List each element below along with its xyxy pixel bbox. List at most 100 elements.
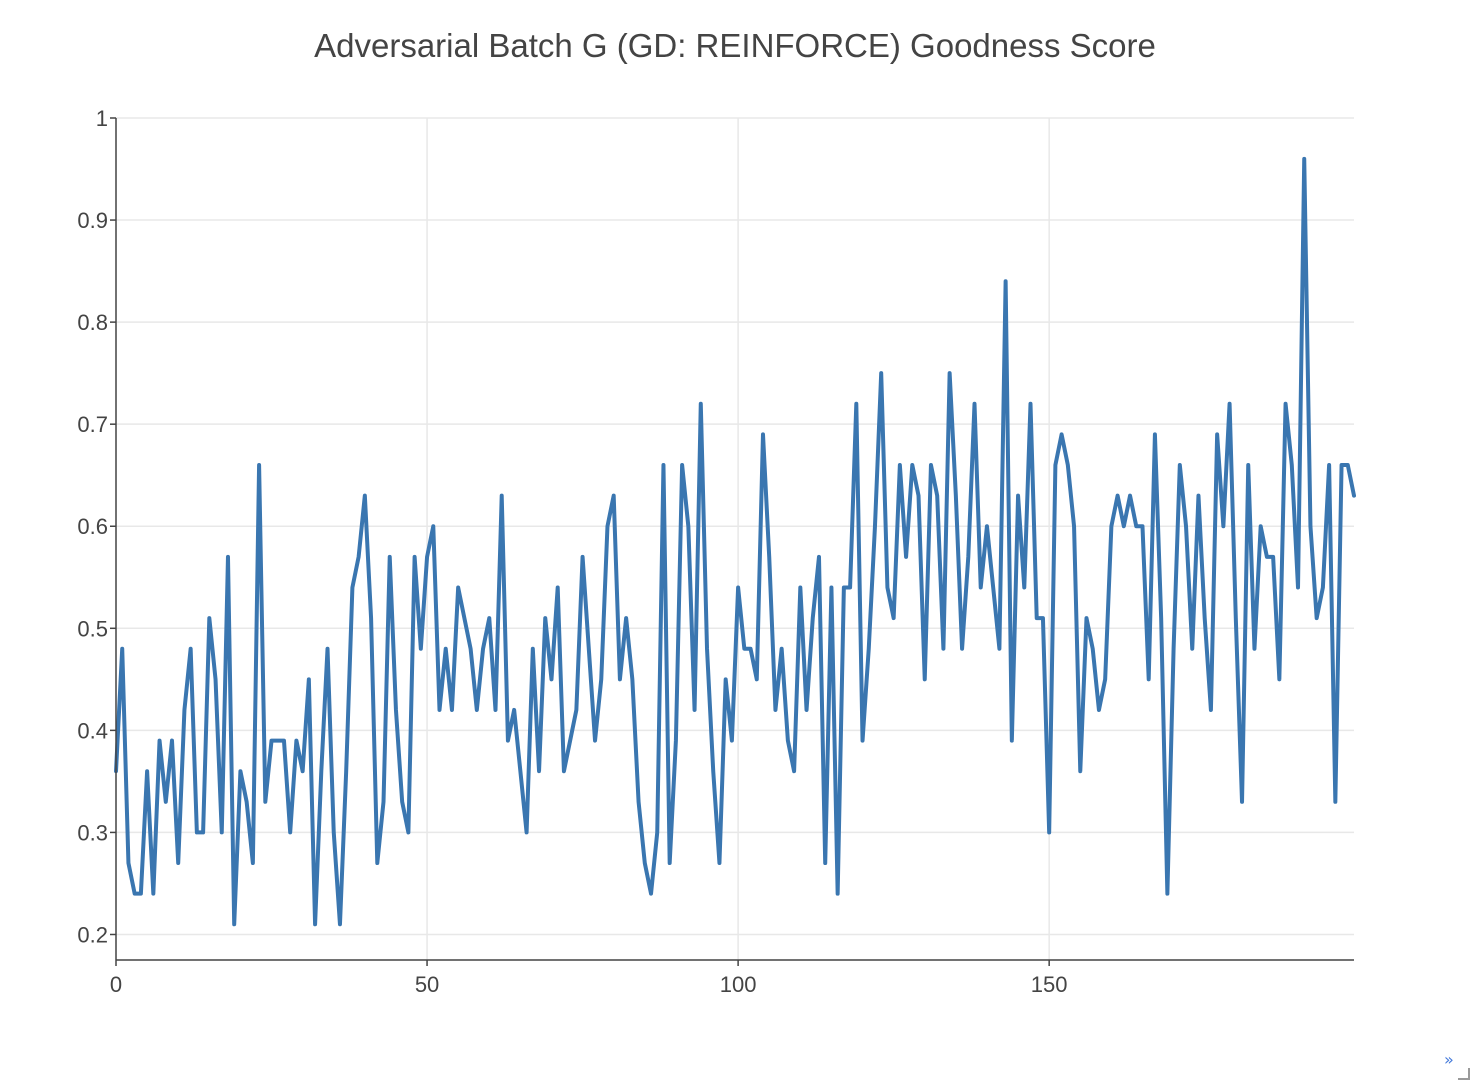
data-point [1284,402,1288,406]
data-point [848,585,852,589]
data-point [574,708,578,712]
data-point [1097,708,1101,712]
data-point [711,769,715,773]
data-point [637,800,641,804]
data-point [1066,463,1070,467]
data-point [960,647,964,651]
data-point [139,892,143,896]
y-tick-label: 0.9 [77,208,108,233]
data-point [500,494,504,498]
y-tick-label: 0.6 [77,514,108,539]
data-point [879,371,883,375]
data-point [425,555,429,559]
data-point [1072,524,1076,528]
data-point [1178,463,1182,467]
data-point [668,861,672,865]
data-point [910,463,914,467]
data-point [1327,463,1331,467]
data-point [1091,647,1095,651]
data-point [805,708,809,712]
data-point [1190,647,1194,651]
data-point [338,922,342,926]
data-point [773,708,777,712]
data-point [1103,677,1107,681]
data-point [749,647,753,651]
data-point [1352,494,1356,498]
data-point [151,892,155,896]
data-point [898,463,902,467]
data-point [344,769,348,773]
expand-link-icon[interactable]: » [1444,1050,1454,1069]
data-point [1159,616,1163,620]
data-point [1134,524,1138,528]
data-point [1277,677,1281,681]
data-point [382,800,386,804]
data-point [605,524,609,528]
data-point [226,555,230,559]
data-point [251,861,255,865]
data-point [1147,677,1151,681]
data-point [1308,524,1312,528]
data-point [1172,647,1176,651]
x-tick-label: 0 [110,972,122,997]
data-point [1252,647,1256,651]
data-point [730,739,734,743]
data-point [780,647,784,651]
data-point [649,892,653,896]
y-tick-label: 1 [96,106,108,131]
data-point [798,585,802,589]
data-point [133,892,137,896]
data-point [973,402,977,406]
data-point [400,800,404,804]
data-point [531,647,535,651]
data-point [991,585,995,589]
data-point [655,830,659,834]
data-point [581,555,585,559]
data-point [997,647,1001,651]
data-point [1271,555,1275,559]
data-point [319,769,323,773]
data-point [867,647,871,651]
data-point [487,616,491,620]
data-point [438,708,442,712]
data-point [307,677,311,681]
data-point [282,739,286,743]
data-point [406,830,410,834]
data-point [587,647,591,651]
y-tick-label: 0.8 [77,310,108,335]
data-point [755,677,759,681]
y-tick-label: 0.5 [77,616,108,641]
data-point [413,555,417,559]
data-point [1215,432,1219,436]
data-point [1010,739,1014,743]
x-tick-label: 50 [415,972,439,997]
data-point [1234,616,1238,620]
data-point [301,769,305,773]
data-point [195,830,199,834]
data-point [1165,892,1169,896]
data-point [693,708,697,712]
data-point [1184,524,1188,528]
data-point [375,861,379,865]
data-point [182,708,186,712]
data-point [562,769,566,773]
data-point [1041,616,1045,620]
data-point [643,861,647,865]
data-point [164,800,168,804]
data-point [469,647,473,651]
data-point [1209,708,1213,712]
data-point [954,494,958,498]
data-point [394,708,398,712]
data-point [618,677,622,681]
resize-grip-icon[interactable] [1458,1068,1470,1080]
data-point [189,647,193,651]
data-point [717,861,721,865]
data-point [568,739,572,743]
data-point [506,739,510,743]
data-point [170,739,174,743]
data-point [1122,524,1126,528]
data-point [176,861,180,865]
data-point [1240,800,1244,804]
data-point [120,647,124,651]
data-point [1246,463,1250,467]
